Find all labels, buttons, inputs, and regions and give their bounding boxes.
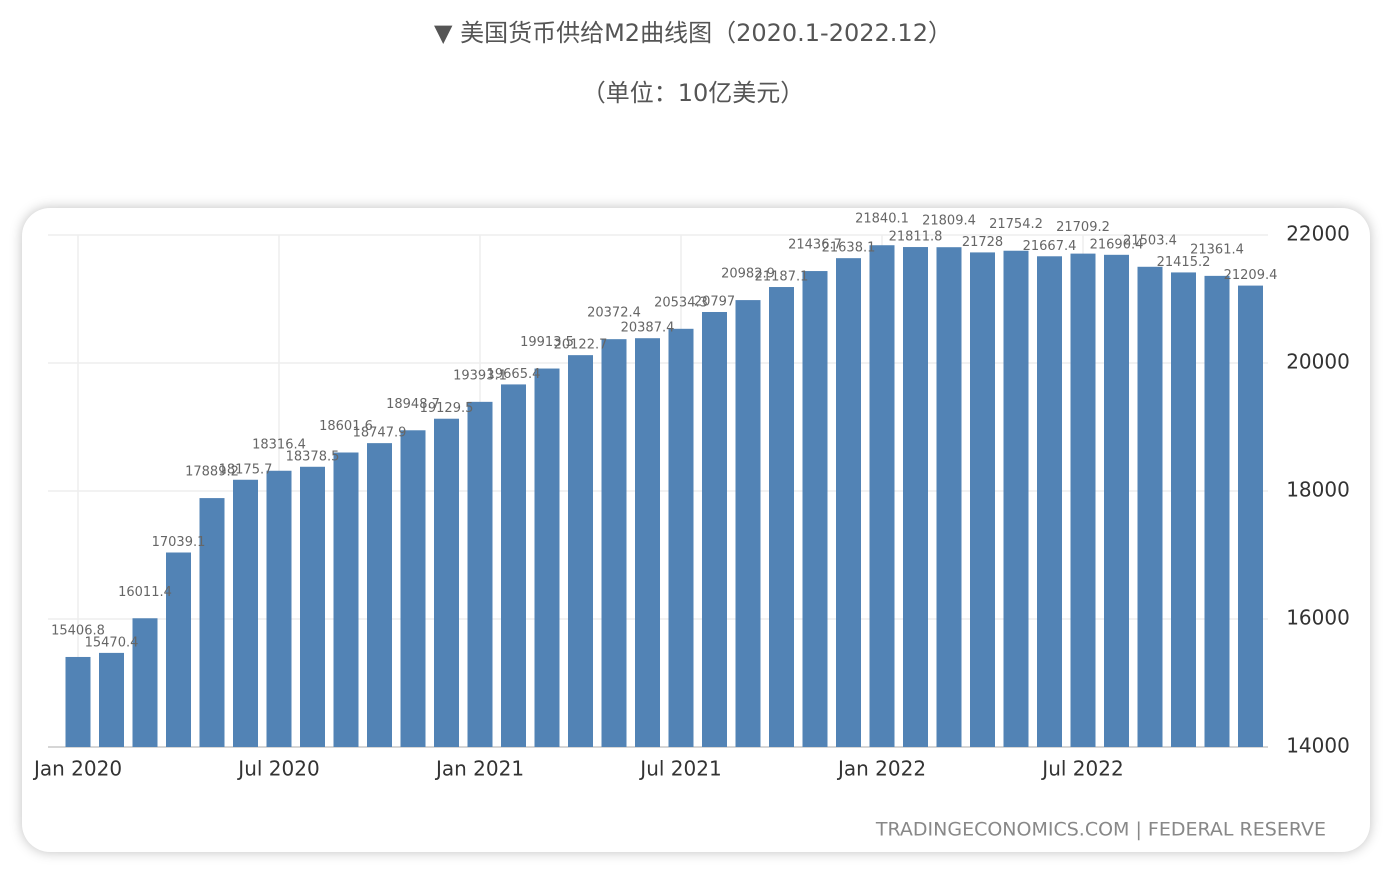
bar (1070, 253, 1096, 747)
bar (970, 252, 995, 747)
bar (266, 470, 292, 747)
bar (635, 338, 660, 747)
x-tick-label: Jan 2020 (32, 757, 122, 781)
data-label: 19913.5 (520, 335, 574, 350)
bar (1171, 272, 1196, 747)
data-label: 18948.7 (386, 397, 440, 412)
data-label: 17889.2 (185, 465, 239, 480)
data-label: 19665.4 (487, 367, 541, 382)
data-label: 20534.3 (654, 295, 708, 310)
x-tick-label: Jan 2022 (836, 757, 926, 781)
bar (166, 552, 191, 747)
bar (903, 247, 928, 747)
data-label: 19129.5 (420, 401, 474, 416)
data-label: 20387.4 (621, 321, 675, 336)
y-tick-label: 22000 (1286, 222, 1350, 246)
data-label: 21436.7 (788, 238, 842, 253)
y-tick-label: 18000 (1286, 478, 1350, 502)
data-label: 15406.8 (51, 623, 105, 638)
bar (836, 258, 861, 747)
data-label: 17039.1 (152, 535, 206, 550)
x-tick-label: Jul 2020 (236, 757, 319, 781)
data-label: 21209.4 (1224, 268, 1278, 283)
bar (601, 339, 627, 747)
bar (467, 401, 493, 747)
bar (702, 311, 727, 747)
bar (300, 466, 325, 747)
data-label: 21754.2 (989, 217, 1043, 232)
bar (802, 271, 828, 747)
bar (534, 368, 560, 747)
data-label: 18747.9 (353, 426, 407, 441)
data-label: 19393.1 (453, 368, 507, 383)
data-label: 21187.1 (755, 270, 809, 285)
bar (65, 656, 91, 747)
y-tick-label: 14000 (1286, 734, 1350, 758)
bar (936, 247, 962, 747)
data-label: 18601.6 (319, 419, 373, 434)
source: TRADINGECONOMICS.COM | FEDERAL RESERVE (875, 819, 1326, 841)
bar (1003, 250, 1029, 747)
bar (568, 355, 593, 747)
x-tick-label: Jul 2021 (638, 757, 721, 781)
data-label: 20372.4 (587, 306, 641, 321)
bar (668, 328, 694, 747)
bar (1037, 256, 1062, 747)
data-label: 20797 (694, 294, 735, 309)
bar (333, 452, 359, 747)
bar (1137, 266, 1163, 747)
data-label: 21811.8 (889, 230, 943, 245)
data-label: 21840.1 (855, 212, 909, 227)
data-label: 16011.4 (118, 585, 172, 600)
data-label: 18316.4 (252, 437, 306, 452)
data-label: 21361.4 (1190, 242, 1244, 257)
data-label: 20122.7 (554, 338, 608, 353)
x-tick-label: Jan 2021 (434, 757, 524, 781)
bar (233, 479, 258, 747)
bar (735, 300, 761, 747)
bar (199, 498, 225, 747)
bar (1204, 275, 1230, 747)
chart-title: ▼ 美国货币供给M2曲线图（2020.1-2022.12） (434, 19, 952, 47)
chart-subtitle: （单位：10亿美元） (582, 79, 805, 107)
x-tick-label: Jul 2022 (1040, 757, 1123, 781)
data-label: 15470.4 (85, 635, 139, 650)
data-label: 21503.4 (1123, 233, 1177, 248)
data-label: 21690.4 (1090, 237, 1144, 252)
bar (869, 245, 895, 748)
data-label: 21415.2 (1157, 255, 1211, 270)
data-label: 21667.4 (1023, 239, 1077, 254)
bar (367, 443, 392, 747)
bar (132, 618, 158, 747)
bar (1238, 285, 1263, 747)
data-label: 18175.7 (219, 462, 273, 477)
bar (99, 652, 124, 747)
data-label: 21809.4 (922, 214, 976, 229)
bar (769, 287, 794, 747)
data-label: 21709.2 (1056, 220, 1110, 235)
bar (400, 430, 426, 747)
bar (434, 418, 459, 747)
y-tick-label: 16000 (1286, 606, 1350, 630)
data-label: 21638.1 (822, 241, 876, 256)
y-tick-label: 20000 (1286, 350, 1350, 374)
bar (501, 384, 526, 747)
bar (1104, 254, 1129, 748)
data-label: 21728 (962, 235, 1003, 250)
data-label: 20982.9 (721, 267, 775, 282)
data-label: 18378.5 (286, 449, 340, 464)
